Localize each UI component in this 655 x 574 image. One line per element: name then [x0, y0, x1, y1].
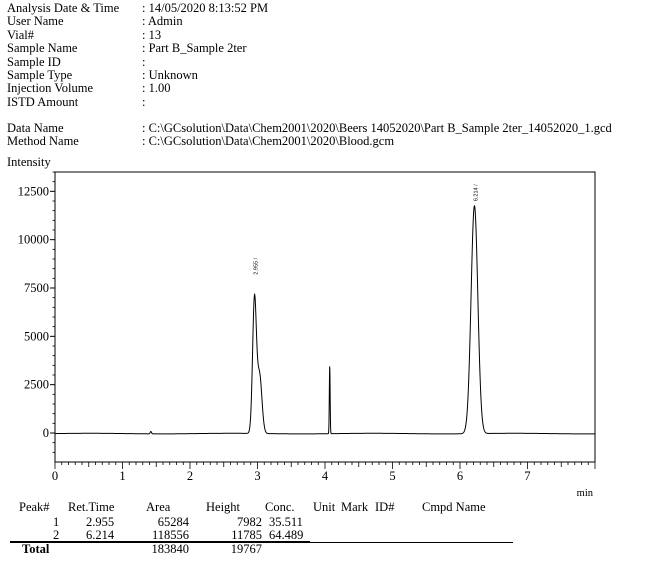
peak-label: 6.214 /	[473, 184, 479, 201]
x-tick-label: 1	[119, 469, 125, 483]
info-label: Vial#	[7, 27, 35, 42]
chromatogram-chart: 0 2500 5000 7500 10000 12500 0 1 2 3 4 5 6 7 min 2.955 …	[18, 171, 596, 499]
cell-rettime: 2.955	[86, 515, 115, 529]
col-id-header: ID#	[375, 500, 395, 514]
col-rettime-header: Ret.Time	[68, 500, 115, 514]
info-value: : C:\GCsolution\Data\Chem2001\2020\Beers…	[142, 121, 612, 135]
x-tick-label: 0	[52, 469, 58, 483]
info-value: :	[142, 54, 146, 69]
cell-area: 65284	[157, 515, 189, 529]
info-value: :	[142, 94, 146, 109]
info-value: : 13	[142, 27, 162, 42]
x-tick-label: 6	[457, 469, 463, 483]
y-tick-label: 7500	[24, 281, 49, 295]
table-row: 1 2.955 65284 7982 35.511	[0, 515, 655, 529]
total-row: Total 183840 19767	[0, 542, 655, 556]
plot-frame	[54, 171, 596, 463]
col-unit-header: Unit	[313, 500, 336, 514]
cell-peak: 2	[53, 528, 60, 542]
info-label: Injection Volume	[7, 81, 93, 96]
info-label: User Name	[7, 14, 64, 29]
table-row: 2 6.214 118556 11785 64.489	[0, 528, 655, 542]
info-value: : 14/05/2020 8:13:52 PM	[142, 1, 269, 15]
col-height-header: Height	[206, 500, 241, 514]
cell-height: 11785	[231, 528, 262, 542]
peak-label: 2.955 /	[253, 257, 259, 274]
total-height: 19767	[230, 542, 262, 556]
cell-area: 118556	[151, 528, 189, 542]
info-label: Analysis Date & Time	[7, 1, 120, 15]
info-value: : Part B_Sample 2ter	[142, 41, 247, 56]
info-value: : Unknown	[142, 67, 198, 82]
col-mark-header: Mark	[341, 500, 369, 514]
x-axis-label: min	[577, 488, 594, 499]
y-tick-label: 10000	[18, 233, 49, 247]
info-label: ISTD Amount	[7, 94, 79, 109]
info-label: Data Name	[7, 121, 64, 135]
info-value: : 1.00	[142, 81, 171, 96]
y-tick-label: 2500	[24, 378, 49, 392]
y-tick-label: 12500	[18, 184, 49, 198]
peak-table-header: Peak# Ret.Time Area Height Conc. Unit Ma…	[0, 500, 655, 514]
col-area-header: Area	[146, 500, 171, 514]
y-axis-label: Intensity	[7, 155, 51, 169]
cell-height: 7982	[237, 515, 262, 529]
x-tick-label: 2	[187, 469, 193, 483]
row-underline	[10, 541, 310, 542]
x-tick-label: 7	[524, 469, 530, 483]
total-area: 183840	[151, 542, 190, 556]
col-cmpd-header: Cmpd Name	[422, 500, 486, 514]
col-conc-header: Conc.	[265, 500, 295, 514]
cell-conc: 35.511	[269, 515, 303, 529]
info-label: Method Name	[7, 134, 79, 149]
col-peak-header: Peak#	[19, 500, 50, 514]
cell-rettime: 6.214	[86, 528, 115, 542]
total-label: Total	[22, 542, 50, 556]
total-divider	[10, 542, 513, 543]
cell-peak: 1	[53, 515, 60, 529]
x-tick-label: 4	[322, 469, 329, 483]
x-tick-label: 5	[389, 469, 395, 483]
info-value: : C:\GCsolution\Data\Chem2001\2020\Blood…	[142, 134, 395, 149]
info-label: Sample Name	[7, 41, 78, 56]
info-label: Sample Type	[7, 67, 73, 82]
y-tick-label: 5000	[24, 329, 49, 343]
info-value: : Admin	[142, 14, 183, 29]
signal-trace	[55, 204, 595, 435]
cell-conc: 64.489	[269, 528, 304, 542]
info-label: Sample ID	[7, 54, 61, 69]
y-tick-label: 0	[43, 426, 49, 440]
x-tick-label: 3	[254, 469, 260, 483]
